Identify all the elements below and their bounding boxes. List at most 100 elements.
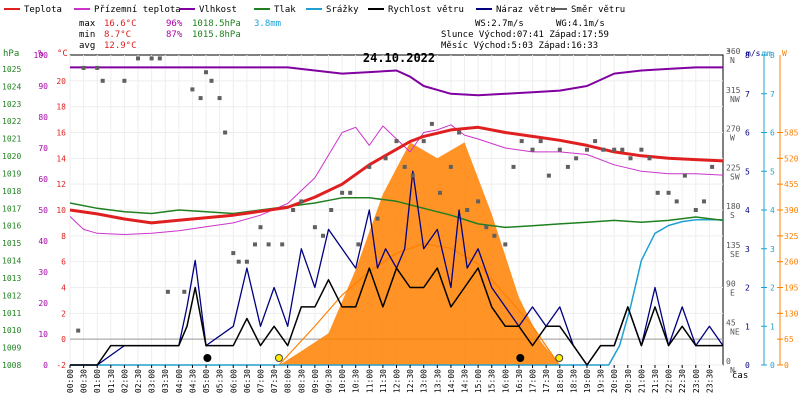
wind-direction-point [538,139,543,144]
tick-label-time: 17:30 [542,369,551,393]
wind-direction-point [299,199,304,204]
tick-label-rain: 6 [770,129,775,138]
tick-label-humidity: 80 [38,113,48,122]
wind-direction-point [503,242,508,247]
tick-label-time: 07:00 [256,369,265,393]
wind-direction-point [280,242,285,247]
wind-direction-point [465,208,470,212]
tick-label-pressure: 1022 [2,117,21,126]
tick-label-time: 19:00 [583,369,592,393]
wind-direction-point [253,242,257,247]
wind-direction-point [530,147,535,152]
tick-label-temperature: 10 [56,206,66,215]
wind-direction-point [612,147,617,152]
wind-direction-point [209,78,214,83]
tick-label-time: 08:00 [284,369,293,393]
wind-direction-point [492,233,497,238]
wind-direction-point [149,56,154,61]
wind-direction-point [136,56,140,61]
tick-label-rain: 8 [770,51,775,60]
tick-label-humidity: 90 [38,82,48,91]
tick-label-time: 15:30 [488,369,497,393]
wind-direction-point [340,190,345,195]
wind-direction-point [476,199,481,204]
tick-label-time: 13:30 [433,369,442,393]
sun-marker-icon [555,354,564,362]
wind-direction-point [647,156,652,161]
wind-direction-point [666,190,671,195]
wind-direction-point [312,225,317,230]
tick-label-time: 05:00 [202,369,211,393]
tick-label-humidity: 20 [38,299,48,308]
tick-label-wind-direction: 135 [726,241,741,250]
tick-label-temperature: 12 [56,180,66,189]
tick-label-wind-speed: 4 [745,206,750,215]
tick-label-rain: 7 [770,90,775,99]
tick-label-time: 22:00 [665,369,674,393]
tick-label-solar: 65 [784,335,794,344]
tick-label-wind-speed: 7 [745,90,750,99]
wind-direction-point [702,199,706,204]
tick-label-time: 10:00 [338,369,347,393]
wind-direction-point [484,225,489,230]
wind-direction-point [628,156,633,161]
stats-label-min: min [79,30,95,40]
stats-max-temp: 16.6°C [104,19,137,29]
wind-direction-point [122,78,127,83]
tick-label-pressure: 1020 [2,152,21,161]
stats-max-rain: 3.8mm [254,19,281,29]
tick-label-pressure: 1025 [2,65,21,74]
tick-label-temperature: 2 [61,309,66,318]
tick-label-time: 02:30 [134,369,143,393]
tick-label-pressure: 1021 [2,135,21,144]
tick-label-pressure: 1011 [2,309,21,318]
tick-label-humidity: 60 [38,175,48,184]
wind-direction-point [356,242,361,247]
tick-label-time: 06:00 [229,369,238,393]
wind-direction-point [375,216,380,221]
wind-direction-point [585,147,589,152]
stats-max-pressure: 1018.5hPa [192,19,241,29]
series-line-pressure [69,197,724,229]
wind-direction-point [204,70,208,75]
wind-direction-point [223,130,228,135]
tick-label-pressure: 1010 [2,326,21,335]
tick-label-rain: 0 [770,361,775,370]
wind-direction-point [519,139,524,144]
wind-direction-point [593,139,598,144]
wind-direction-point [100,78,105,83]
tick-label-time: 16:30 [515,369,524,393]
tick-label-temperature: 18 [56,103,66,112]
legend-label: Rychlost větru [388,5,464,15]
tick-label-time: 23:30 [705,369,714,393]
legend-label: Náraz větru [496,5,556,15]
tick-label-pressure: 1024 [2,82,21,91]
wind-direction-point [383,156,388,161]
tick-label-wind-direction: 180 [726,202,741,211]
tick-label-time: 14:30 [461,369,470,393]
tick-label-time: 02:00 [120,369,129,393]
tick-label-temperature: 20 [56,77,66,86]
tick-label-solar: 520 [784,154,799,163]
stats-min-humidity: 87% [166,30,183,40]
tick-label-time: 23:00 [692,369,701,393]
tick-label-time: 11:30 [379,369,388,393]
wind-direction-point [674,199,679,204]
wind-direction-point [693,208,698,212]
stats-min-temp: 8.7°C [104,30,131,40]
tick-label-rain: 3 [770,245,775,254]
wind-direction-point [511,164,516,169]
axis-title-hpa: hPa [3,49,19,59]
tick-label-rain: 1 [770,322,775,331]
wind-direction-point [258,225,263,230]
tick-label-wind-direction: 225 [726,163,741,172]
tick-label-time: 20:00 [610,369,619,393]
info-wind-speed: WS:2.7m/s [475,19,524,29]
tick-label-pressure: 1012 [2,291,21,300]
wind-direction-point [81,65,86,70]
tick-label-time: 08:30 [297,369,306,393]
wind-direction-point [190,87,195,92]
tick-label-rain: 5 [770,167,775,176]
wind-direction-point [601,147,606,152]
tick-label-humidity: 100 [34,51,49,60]
